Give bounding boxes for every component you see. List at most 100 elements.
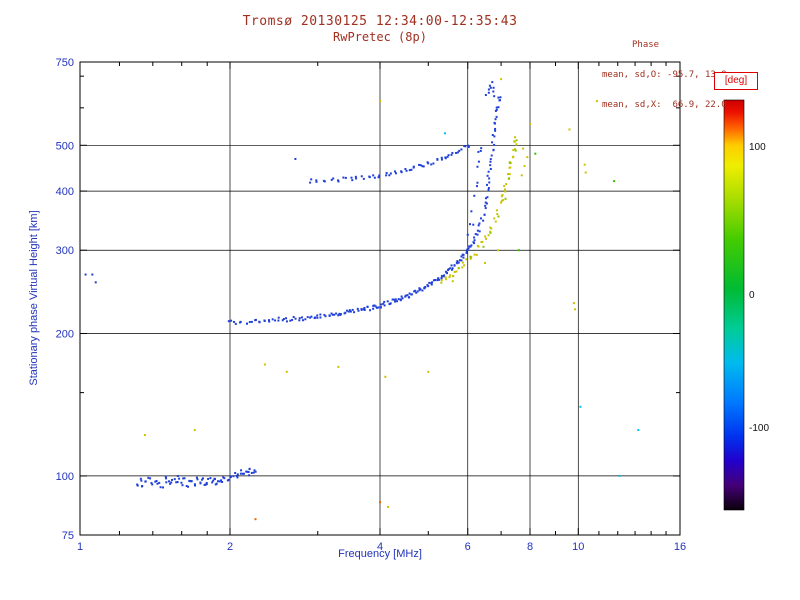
data-point [514,136,517,139]
data-point [404,168,407,171]
data-point [494,129,497,132]
data-point [263,319,266,322]
data-point [220,479,223,482]
data-point [374,305,377,308]
data-point [226,479,229,482]
data-point [339,313,342,316]
data-point [493,135,496,138]
data-point [144,480,147,483]
data-point [164,475,167,478]
data-point [384,375,387,378]
data-point [386,505,389,508]
data-point [397,298,400,301]
data-point [362,308,365,311]
data-point [428,281,431,284]
data-point [169,482,172,485]
data-point [450,153,453,156]
data-point [468,245,471,248]
data-point [165,481,168,484]
data-point [456,151,459,154]
data-point [451,267,454,270]
data-point [236,473,239,476]
data-point [154,480,157,483]
data-point [464,145,467,148]
data-point [310,315,313,318]
data-point [487,186,490,189]
data-point [136,483,139,486]
data-point [247,470,250,473]
data-point [178,477,181,480]
data-point [470,210,473,213]
data-point [372,174,375,177]
data-point [377,176,380,179]
data-point [487,91,490,94]
data-point [467,247,470,250]
data-point [281,319,284,322]
data-point [486,174,489,177]
data-point [478,222,481,225]
data-point [363,308,366,311]
data-point [487,188,490,191]
data-point [91,273,94,276]
data-point [378,174,381,177]
data-point [379,100,381,103]
data-point [407,296,410,299]
data-point [201,478,204,481]
data-point [421,289,424,292]
data-point [267,319,270,322]
data-point [465,258,468,261]
data-point [309,316,312,319]
data-point [492,148,495,151]
data-point [344,176,347,179]
data-point [294,157,297,160]
data-point [496,249,499,252]
data-point [379,306,382,309]
data-point [443,132,446,135]
data-point [170,481,173,484]
data-point [483,213,486,216]
data-point [489,167,492,170]
data-point [475,185,478,188]
data-point [494,127,497,130]
data-point [375,306,378,309]
data-point [514,148,517,151]
data-point [193,484,196,487]
data-point [285,317,288,320]
data-point [579,405,582,408]
data-point [322,179,325,182]
data-point [489,231,492,234]
data-point [254,518,257,521]
data-point [406,294,409,297]
data-point [486,196,489,199]
data-point [491,141,494,144]
data-point [500,78,503,81]
data-point [488,177,491,180]
data-point [382,302,385,305]
data-point [637,429,640,432]
data-point [235,474,238,477]
data-point [437,277,440,280]
data-point [205,483,208,486]
data-point [309,181,312,184]
data-point [508,166,511,169]
data-point [456,262,459,265]
data-point [463,145,466,148]
data-point [448,276,451,279]
x-tick-label: 10 [572,541,584,553]
data-point [416,290,419,293]
data-point [505,183,508,186]
y-tick-label: 200 [56,329,74,341]
data-point [408,169,411,172]
data-point [422,165,425,168]
data-point [250,471,253,474]
data-point [499,201,502,204]
data-point [156,482,159,485]
phase-statistics: Phase mean, sd,O: -95.7, 13.9 mean, sd,X… [602,20,727,120]
data-point [316,314,319,317]
data-point [258,321,261,324]
data-point [394,300,397,303]
data-point [291,318,294,321]
data-point [465,250,468,253]
phase-stats-title: Phase [632,40,660,50]
data-point [346,309,349,312]
